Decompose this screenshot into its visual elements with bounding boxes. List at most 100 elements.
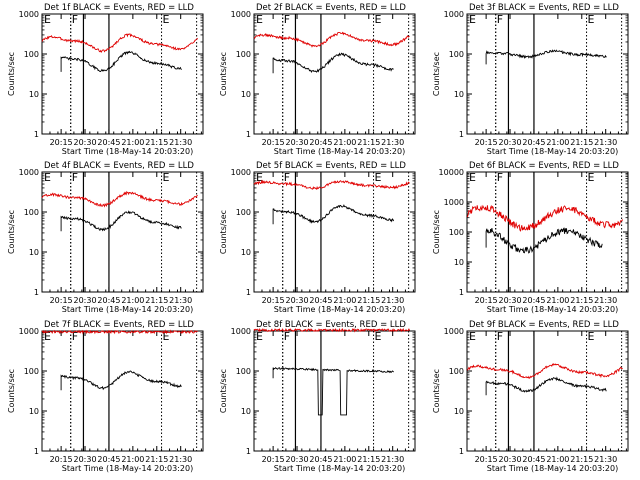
y-axis-label: Counts/sec <box>7 52 16 96</box>
x-tick-label: 20:15 <box>475 296 498 305</box>
x-tick-label: 21:00 <box>121 138 144 147</box>
plot-title: Det 9f BLACK = Events, RED = LLD <box>469 320 619 330</box>
event-marker-label: E <box>44 13 51 26</box>
x-axis-label: Start Time (18-May-14 20:03:20) <box>274 305 405 314</box>
y-tick-label: 100 <box>24 50 39 59</box>
event-marker-label: E <box>469 330 476 343</box>
x-tick-label: 20:45 <box>97 296 120 305</box>
y-tick-label: 10 <box>454 407 464 416</box>
x-tick-label: 21:15 <box>570 296 593 305</box>
series-events <box>60 210 182 232</box>
event-marker-label: E <box>44 330 51 343</box>
x-tick-label: 20:15 <box>475 455 498 464</box>
event-marker-label: E <box>44 171 51 184</box>
series-lld <box>466 204 624 232</box>
event-marker-label: F <box>497 171 503 184</box>
plot-frame <box>41 171 204 293</box>
x-tick-label: 21:30 <box>381 296 404 305</box>
y-tick-label: 1 <box>246 288 251 297</box>
x-tick-label: 20:30 <box>286 296 309 305</box>
x-tick-label: 20:45 <box>522 296 545 305</box>
y-tick-label: 1000 <box>444 10 464 19</box>
y-tick-label: 1 <box>34 288 39 297</box>
x-tick-label: 20:15 <box>475 138 498 147</box>
x-tick-label: 21:30 <box>381 138 404 147</box>
plot-det-3: Det 3f BLACK = Events, RED = LLD 1 10 100 10… <box>432 3 629 156</box>
plot-det-1: Det 1f BLACK = Events, RED = LLD 1 10 100 10… <box>7 3 204 156</box>
y-tick-label: 1 <box>459 447 464 456</box>
x-tick-label: 21:15 <box>570 455 593 464</box>
series-events <box>272 367 394 416</box>
x-tick-label: 20:45 <box>97 455 120 464</box>
y-tick-label: 100 <box>449 50 464 59</box>
x-tick-label: 21:30 <box>169 296 192 305</box>
y-tick-label: 1 <box>246 130 251 139</box>
x-tick-label: 20:15 <box>50 455 73 464</box>
plot-title: Det 6f BLACK = Events, RED = LLD <box>469 161 619 171</box>
y-tick-label: 1000 <box>19 10 39 19</box>
event-marker-label: F <box>72 13 78 26</box>
x-tick-label: 20:30 <box>286 138 309 147</box>
y-tick-label: 100 <box>24 208 39 217</box>
event-marker-label: F <box>284 330 290 343</box>
plot-det-6: Det 6f BLACK = Events, RED = LLD 1 10 100 10… <box>432 161 629 314</box>
plot-frame <box>253 330 416 452</box>
y-tick-label: 10 <box>241 407 251 416</box>
event-marker-label: F <box>72 330 78 343</box>
x-tick-label: 20:15 <box>262 455 285 464</box>
x-tick-label: 21:15 <box>357 138 380 147</box>
y-tick-label: 1000 <box>231 168 251 177</box>
y-tick-label: 100 <box>236 208 251 217</box>
series-lld <box>41 329 198 335</box>
plot-frame <box>41 330 204 452</box>
series-events <box>60 50 182 72</box>
event-marker-label: E <box>588 330 595 343</box>
plot-frame <box>41 13 204 135</box>
event-marker-label: E <box>256 330 263 343</box>
plot-det-7: Det 7f BLACK = Events, RED = LLD 1 10 100 10… <box>7 320 204 473</box>
x-axis-label: Start Time (18-May-14 20:03:20) <box>274 464 405 473</box>
plot-det-8: Det 8f BLACK = Events, RED = LLD 1 10 100 10… <box>219 320 416 473</box>
y-tick-label: 100 <box>449 228 464 237</box>
y-tick-label: 10 <box>241 90 251 99</box>
y-tick-label: 10 <box>29 407 39 416</box>
event-marker-label: F <box>497 330 503 343</box>
y-tick-label: 10 <box>29 90 39 99</box>
x-tick-label: 20:45 <box>309 455 332 464</box>
y-tick-label: 10 <box>29 248 39 257</box>
x-tick-label: 21:00 <box>333 455 356 464</box>
y-tick-label: 100 <box>236 367 251 376</box>
series-events <box>272 204 395 225</box>
plot-title: Det 4f BLACK = Events, RED = LLD <box>44 161 194 171</box>
y-tick-label: 10 <box>454 90 464 99</box>
event-marker-label: E <box>163 330 170 343</box>
event-marker-label: E <box>469 13 476 26</box>
x-tick-label: 21:00 <box>333 138 356 147</box>
series-events <box>272 52 394 74</box>
x-tick-label: 20:45 <box>309 138 332 147</box>
y-tick-label: 1000 <box>231 10 251 19</box>
plot-frame <box>466 13 629 135</box>
y-tick-label: 1000 <box>19 327 39 336</box>
x-tick-label: 21:00 <box>546 138 569 147</box>
x-tick-label: 21:00 <box>546 296 569 305</box>
series-events <box>485 227 603 254</box>
y-tick-label: 1000 <box>444 198 464 207</box>
y-tick-label: 1000 <box>19 168 39 177</box>
x-axis-label: Start Time (18-May-14 20:03:20) <box>487 305 618 314</box>
x-tick-label: 21:15 <box>145 138 168 147</box>
event-marker-label: F <box>284 13 290 26</box>
plot-frame <box>253 13 416 135</box>
x-tick-label: 21:00 <box>546 455 569 464</box>
x-tick-label: 21:15 <box>145 455 168 464</box>
event-marker-label: E <box>375 13 382 26</box>
y-axis-label: Counts/sec <box>219 210 228 254</box>
plot-det-4: Det 4f BLACK = Events, RED = LLD 1 10 100 10… <box>7 161 204 314</box>
y-axis-label: Counts/sec <box>432 52 441 96</box>
x-tick-label: 21:30 <box>169 455 192 464</box>
x-tick-label: 20:15 <box>50 138 73 147</box>
x-axis-label: Start Time (18-May-14 20:03:20) <box>274 147 405 156</box>
y-axis-label: Counts/sec <box>7 210 16 254</box>
x-tick-label: 21:30 <box>594 296 617 305</box>
event-marker-label: E <box>588 13 595 26</box>
